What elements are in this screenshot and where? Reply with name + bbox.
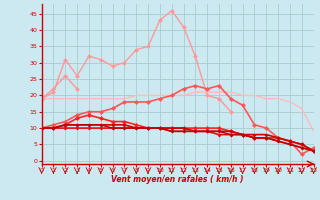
X-axis label: Vent moyen/en rafales ( km/h ): Vent moyen/en rafales ( km/h ) bbox=[111, 175, 244, 184]
